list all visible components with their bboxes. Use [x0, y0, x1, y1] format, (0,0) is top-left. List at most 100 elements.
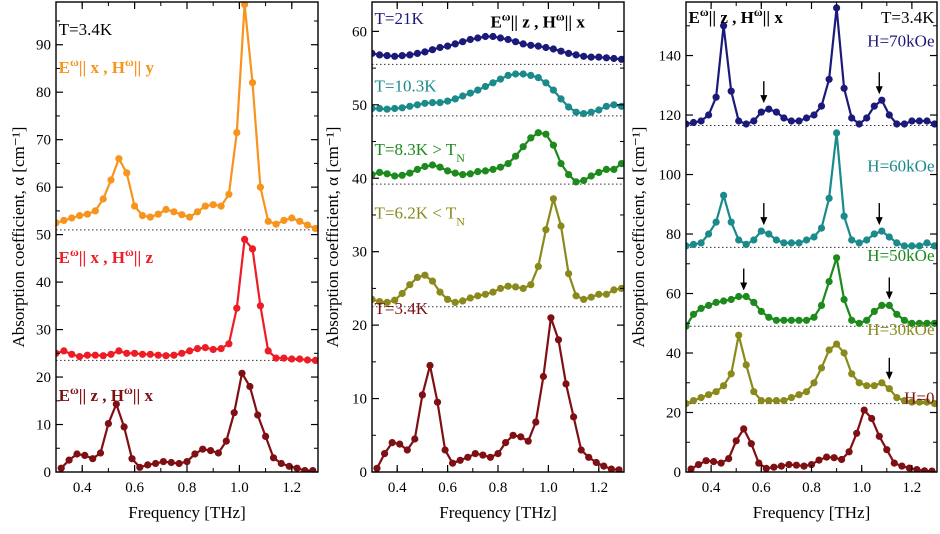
data-point: [178, 211, 186, 219]
data-point: [802, 114, 811, 122]
data-point: [562, 380, 570, 388]
data-point: [863, 114, 871, 122]
data-point: [391, 52, 399, 60]
data-point: [489, 32, 497, 41]
data-point: [602, 290, 611, 298]
data-point: [732, 437, 740, 445]
x-axis-label: Frequency [THz]: [128, 503, 246, 522]
data-point: [511, 152, 520, 160]
data-point: [893, 239, 901, 247]
data-point: [757, 397, 765, 405]
y-tick-label: 20: [36, 370, 51, 386]
data-point: [107, 350, 115, 358]
data-point: [217, 202, 225, 210]
series-4: [687, 406, 936, 472]
data-point: [238, 369, 246, 377]
data-point: [825, 75, 833, 83]
data-point: [765, 397, 773, 405]
data-point: [848, 114, 856, 122]
data-point: [60, 216, 68, 224]
data-point: [436, 43, 444, 52]
data-point: [444, 167, 452, 175]
data-point: [572, 108, 580, 116]
data-point: [830, 454, 838, 462]
data-point: [193, 345, 202, 353]
x-tick-label: 0.6: [438, 480, 457, 496]
data-point: [519, 70, 527, 78]
data-point: [549, 86, 558, 94]
annotation-6: H=0: [904, 389, 934, 408]
data-point: [580, 110, 588, 118]
x-tick-label: 1.2: [282, 480, 301, 496]
data-point: [60, 347, 68, 355]
data-point: [489, 165, 497, 173]
data-point: [296, 217, 304, 225]
data-point: [398, 52, 406, 60]
data-point: [426, 361, 434, 370]
y-tick-label: 40: [666, 346, 681, 362]
data-point: [413, 101, 421, 109]
data-point: [131, 202, 139, 210]
y-tick-label: 60: [666, 287, 681, 303]
data-point: [592, 458, 600, 467]
y-tick-label: 30: [352, 245, 367, 261]
data-point: [705, 301, 713, 309]
x-tick-label: 0.4: [73, 480, 92, 496]
data-point: [115, 347, 123, 355]
data-point: [256, 302, 264, 310]
data-point: [388, 439, 396, 447]
data-point: [209, 201, 217, 209]
data-point: [376, 168, 384, 176]
data-point: [209, 345, 217, 354]
data-point: [436, 99, 444, 107]
data-point: [120, 423, 128, 431]
data-point: [421, 162, 429, 171]
data-point: [898, 462, 906, 470]
data-point: [428, 99, 437, 107]
data-point: [840, 295, 848, 304]
data-point: [496, 34, 505, 42]
data-point: [99, 195, 107, 203]
data-point: [893, 120, 901, 128]
data-point: [770, 463, 778, 471]
data-point: [372, 295, 376, 303]
data-point: [413, 165, 421, 173]
data-point: [201, 344, 209, 352]
data-point: [795, 117, 803, 125]
data-point: [697, 394, 705, 402]
data-point: [765, 230, 773, 238]
data-point: [855, 120, 863, 128]
y-tick-label: 140: [659, 49, 682, 65]
right-panel: 0.4 0.6 0.8 1.0 1.2 0 20 40 60 80 100 120 140 Frequen…: [629, 1, 938, 522]
data-point: [494, 450, 502, 458]
data-point: [167, 458, 175, 467]
data-point: [855, 379, 863, 387]
data-point: [725, 455, 733, 463]
annotation-4: H=50kOe: [867, 246, 934, 265]
data-point: [519, 40, 527, 48]
data-point: [68, 214, 76, 222]
data-point: [689, 310, 698, 318]
data-point: [815, 456, 823, 464]
data-point: [572, 51, 580, 59]
data-point: [792, 461, 801, 469]
data-point: [787, 394, 796, 402]
data-point: [712, 388, 720, 396]
data-point: [381, 450, 389, 458]
series-3: [686, 331, 937, 408]
data-point: [372, 171, 376, 179]
data-point: [459, 92, 467, 100]
data-point: [123, 169, 131, 177]
data-point: [595, 53, 603, 61]
data-point: [848, 236, 856, 244]
data-point: [757, 227, 765, 235]
data-point: [449, 459, 457, 467]
annotation-3: T=8.3K > TN: [375, 140, 466, 165]
data-point: [207, 447, 215, 455]
data-point: [900, 316, 909, 324]
data-point: [68, 350, 76, 358]
data-point: [557, 95, 565, 103]
data-point: [720, 22, 728, 30]
data-point: [923, 117, 931, 125]
data-point: [580, 176, 588, 185]
